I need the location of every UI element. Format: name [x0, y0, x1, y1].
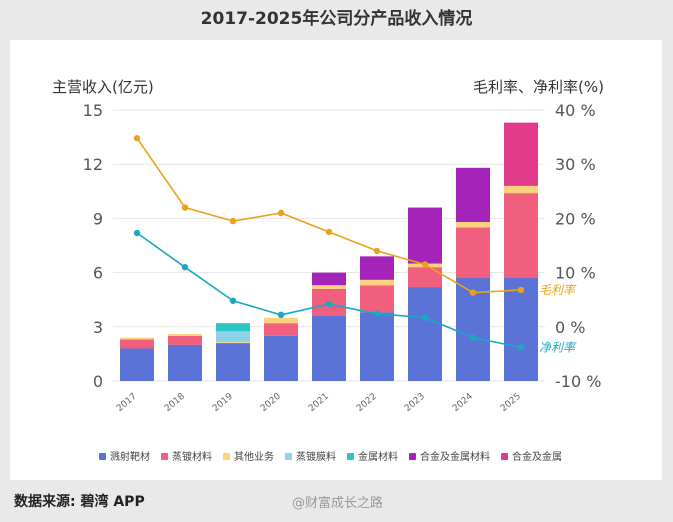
bar-segment [360, 285, 394, 313]
bar-segment [456, 222, 490, 228]
bar-segment [264, 323, 298, 336]
legend-label: 蒸镀膜料 [296, 450, 336, 463]
page-title: 2017-2025年公司分产品收入情况 [200, 9, 473, 29]
x-tick-label: 2018 [163, 391, 187, 414]
series-point [277, 311, 285, 319]
legend-swatch [285, 453, 292, 460]
bar-segment [456, 167, 490, 223]
series-point [277, 209, 285, 217]
bar-segment [504, 278, 538, 381]
chart-panel: 0 3 6 9 12 15 -10 % 0 % 10 % 20 % 30 % 40 % 2017 2018… [10, 40, 662, 480]
bar-segment [456, 227, 490, 279]
x-tick-label: 2025 [499, 392, 523, 414]
revenue-chart: 0 3 6 9 12 15 -10 % 0 % 10 % 20 % 30 % 40 % 2017 2018… [83, 101, 602, 463]
legend-label: 金属材料 [358, 450, 398, 463]
bar-segment [168, 334, 202, 336]
legend-label: 合金及金属材料 [420, 450, 490, 463]
series-line-label: 净利率 [539, 340, 577, 354]
bar-segment [408, 287, 442, 381]
legend-swatch [99, 453, 106, 460]
series-point [373, 247, 381, 255]
bar-segment [264, 335, 298, 381]
bar-segment [360, 312, 394, 381]
y2-tick-label: 30 % [555, 155, 596, 174]
series-point [373, 310, 381, 317]
legend-label: 其他业务 [234, 450, 274, 463]
y2-tick-label: 20 % [555, 209, 596, 228]
bar-segment [504, 122, 538, 186]
x-tick-label: 2023 [403, 392, 427, 414]
bar-segment [264, 317, 298, 324]
series-point [517, 344, 525, 351]
y2-tick-label: 40 % [555, 101, 596, 120]
legend-swatch [347, 453, 354, 460]
y2-tick-label: 10 % [555, 264, 596, 283]
bar-segment [120, 337, 154, 340]
series-point [133, 229, 141, 237]
bar-segment [408, 267, 442, 288]
y-tick-label: 9 [93, 209, 103, 228]
series-point [469, 289, 477, 296]
series-point [325, 228, 333, 236]
legend-label: 蒸镀材料 [172, 450, 212, 463]
bar-segment [504, 185, 538, 194]
legend-label: 溅射靶材 [110, 450, 150, 463]
y-axis-title: 主营收入(亿元) [52, 78, 154, 96]
bar-segment [360, 256, 394, 280]
y-tick-label: 12 [83, 155, 103, 174]
legend-swatch [223, 453, 230, 460]
y-tick-label: 3 [93, 318, 103, 337]
bar-segment [216, 331, 250, 343]
legend-swatch [161, 453, 168, 460]
y2-tick-label: -10 % [555, 372, 601, 391]
y-tick-label: 6 [93, 264, 103, 283]
legend-swatch [501, 453, 508, 460]
legend-swatch [409, 453, 416, 460]
bar-segment [312, 315, 346, 381]
series-point [229, 297, 237, 304]
series-line-label: 毛利率 [539, 283, 577, 297]
bar-segment [216, 343, 250, 381]
x-tick-label: 2017 [115, 392, 139, 414]
bar-segment [120, 348, 154, 381]
series-point [325, 300, 333, 308]
bar-segment [120, 339, 154, 349]
series-point [229, 217, 237, 225]
y-tick-label: 0 [93, 372, 103, 391]
bar-segment [216, 323, 250, 332]
legend-label: 合金及金属 [512, 450, 562, 463]
bar-segment [504, 193, 538, 279]
bar-segment [312, 272, 346, 286]
x-tick-label: 2019 [211, 391, 235, 414]
y-tick-label: 15 [83, 101, 103, 120]
x-tick-label: 2021 [307, 392, 331, 414]
bar-segment [312, 285, 346, 289]
series-point [421, 314, 429, 321]
x-tick-label: 2024 [451, 391, 475, 414]
bar-segment [360, 279, 394, 286]
bar-segment [168, 344, 202, 381]
series-point [133, 134, 141, 142]
series-point [181, 204, 189, 211]
x-tick-label: 2020 [259, 391, 283, 414]
series-point [469, 334, 477, 341]
x-tick-label: 2022 [355, 392, 379, 414]
watermark-text: @财富成长之路 [292, 496, 384, 511]
y2-tick-label: 0 % [555, 318, 585, 337]
series-point [517, 286, 525, 294]
series-point [181, 263, 189, 271]
bar-segment [168, 335, 202, 345]
data-source: 数据来源: 碧湾 APP [14, 494, 145, 510]
bar-segment [216, 342, 250, 344]
bar-segment [408, 207, 442, 264]
y2-axis-title: 毛利率、净利率(%) [473, 78, 604, 96]
series-point [421, 261, 429, 268]
